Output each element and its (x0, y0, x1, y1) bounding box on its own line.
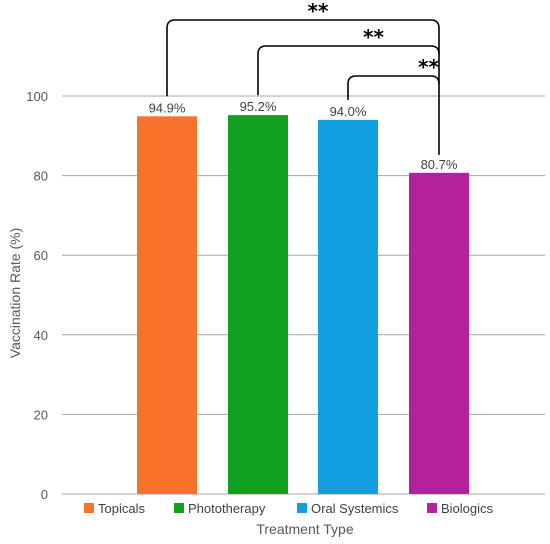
data-label: 94.0% (330, 104, 367, 119)
legend-swatch (427, 503, 437, 513)
significance-label: ** (308, 0, 329, 23)
significance-brackets: ** ** ** (166, 0, 440, 155)
bar-oral-systemics (318, 119, 378, 494)
bar-topicals (137, 116, 197, 494)
legend: Topicals Phototherapy Oral Systemics Biolog… (84, 501, 494, 516)
data-labels: 94.9% 95.2% 94.0% 80.7% (149, 99, 458, 172)
x-axis-title: Treatment Type (256, 521, 353, 537)
legend-swatch (297, 503, 307, 513)
significance-bracket (257, 45, 440, 96)
y-tick-label: 40 (34, 328, 48, 343)
y-axis-ticks: 0 20 40 60 80 100 (26, 89, 48, 502)
significance-label: ** (363, 25, 384, 49)
y-tick-label: 80 (34, 169, 48, 184)
bar-biologics (409, 172, 469, 494)
y-axis-title: Vaccination Rate (%) (7, 228, 23, 358)
bars (137, 115, 469, 494)
y-tick-label: 60 (34, 248, 48, 263)
significance-bracket (347, 75, 440, 100)
significance-label: ** (418, 55, 439, 79)
y-tick-label: 100 (26, 89, 48, 104)
y-tick-label: 0 (41, 487, 48, 502)
legend-swatch (174, 503, 184, 513)
gridlines (62, 95, 545, 495)
data-label: 80.7% (421, 157, 458, 172)
data-label: 94.9% (149, 100, 186, 115)
legend-swatch (84, 503, 94, 513)
significance-bracket (166, 19, 440, 155)
legend-label: Topicals (98, 501, 145, 516)
data-label: 95.2% (240, 99, 277, 114)
legend-label: Biologics (441, 501, 494, 516)
legend-label: Phototherapy (188, 501, 266, 516)
bar-phototherapy (228, 115, 288, 494)
legend-label: Oral Systemics (311, 501, 399, 516)
y-tick-label: 20 (34, 407, 48, 422)
